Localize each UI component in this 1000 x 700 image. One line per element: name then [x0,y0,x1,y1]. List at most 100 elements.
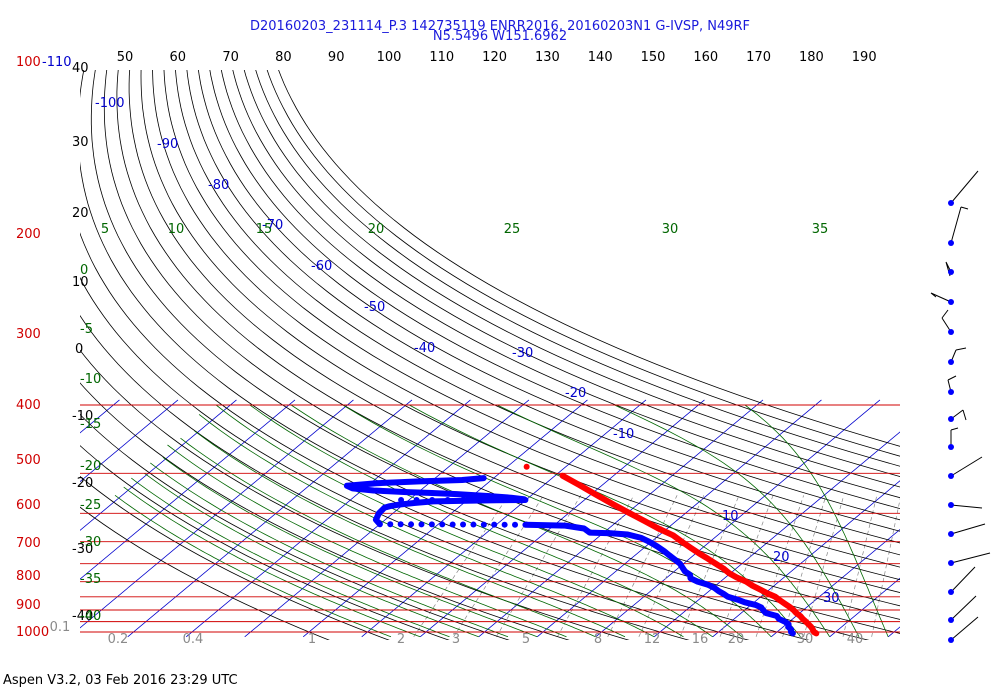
dry-adiabat-line [80,445,450,640]
wind-barb-column [930,170,991,643]
moist-adiabat-line [180,437,596,638]
dewpoint-sparse-point [429,496,436,503]
moist-adiabat-line [614,404,860,637]
wind-barb [950,170,979,204]
wind-barb [950,595,977,621]
moist-adiabat-top-label: 35 [812,222,829,237]
dewpoint-sparse-point [397,521,404,528]
pressure-tick-label: 400 [16,398,41,413]
mixing-ratio-label: 20 [728,632,745,647]
moist-adiabat-line [198,414,655,638]
footer-timestamp: Aspen V3.2, 03 Feb 2016 23:29 UTC [3,673,238,688]
dry-adiabat-line [220,70,900,499]
moist-adiabat-left-label: -15 [80,417,101,432]
mixing-ratio-label: 0.2 [108,632,129,647]
isotherm-label: -20 [565,386,586,401]
mixing-ratio-label: 0.1 [50,620,71,635]
dewpoint-trace [522,521,796,637]
dewpoint-sparse-point [408,521,415,528]
top-axis-tick-label: 140 [588,50,613,65]
dry-adiabat-label: 30 [72,135,89,150]
wind-station-dot [948,637,954,643]
dry-adiabat-line [80,382,570,640]
moist-adiabat-line [497,404,831,638]
dewpoint-sparse-point [439,521,446,528]
top-axis-tick-label: 80 [275,50,292,65]
dry-adiabat-line [80,475,390,640]
isotherm-label: -80 [208,178,229,193]
dewpoint-sparse-point [480,521,487,528]
wind-station-dot [948,240,954,246]
wind-barb [930,292,952,303]
moist-adiabat-top-label: 25 [504,222,521,237]
isotherm-line [712,480,900,638]
dry-adiabat-line [80,349,630,640]
isotherm-label: 30 [823,591,840,606]
mixing-ratio-line [782,495,827,637]
isotherm-label: -40 [414,341,435,356]
moist-adiabat-line [123,486,421,638]
moist-adiabat-left-label: -20 [80,459,101,474]
wind-station-dot [948,299,954,305]
isotherm-line [80,399,354,629]
top-axis-tick-label: 100 [377,50,402,65]
top-axis-tick-label: 160 [693,50,718,65]
moist-adiabat-line [744,404,889,637]
pressure-tick-label: 1000 [16,625,49,640]
chart-title-line-2: N5.5496 W151.6962 [432,29,568,44]
dry-adiabat-label: 0 [75,342,83,357]
top-axis-tick-label: 190 [852,50,877,65]
pressure-tick-label: 300 [16,327,41,342]
dewpoint-sparse-point [449,521,456,528]
moist-adiabat-line [150,462,509,638]
temperature-isolated-point [523,463,530,470]
mixing-ratio-label: 40 [847,632,864,647]
wind-barb [950,616,979,641]
dewpoint-sparse-point [413,496,420,503]
mixing-ratio-label: 12 [644,632,661,647]
isotherm-line [653,431,900,638]
dewpoint-sparse-point [398,496,405,503]
mixing-ratio-line [803,495,845,637]
moist-adiabat-left-label: -10 [80,372,101,387]
plot-area [80,70,1000,640]
dewpoint-trace [343,475,529,528]
mixing-ratio-label: 30 [797,632,814,647]
chart-title-line-1: D20160203_231114_P.3 142735119 ENRR2016,… [250,19,750,34]
top-axis-tick-label: 170 [746,50,771,65]
isotherm-label: -50 [364,300,385,315]
top-axis-tick-label: 90 [328,50,345,65]
mixing-ratio-label: 16 [692,632,709,647]
mixing-ratio-line [607,495,678,637]
dewpoint-sparse-point [491,521,498,528]
dry-adiabat-label: -20 [72,476,93,491]
isotherm-line [947,400,1000,637]
dewpoint-sparse-point [460,496,467,503]
mixing-ratio-label: 8 [594,632,602,647]
dry-adiabat-line [243,70,900,477]
isotherm-line [127,399,413,638]
isotherm-label: -30 [512,346,533,361]
dry-adiabat-line [80,314,690,640]
dry-adiabat-line [152,70,900,568]
wind-station-dot [948,389,954,395]
top-axis-tick-label: 110 [429,50,454,65]
pressure-tick-label: 200 [16,227,41,242]
isotherm-label: -100 [95,96,125,111]
dewpoint-sparse-point [512,521,519,528]
dry-adiabat-line [90,70,900,634]
wind-barb [950,427,959,447]
top-axis-tick-label: 130 [535,50,560,65]
moist-adiabat-left-label: -35 [80,572,101,587]
dewpoint-sparse-point [428,521,435,528]
dry-adiabat-line [163,70,900,556]
wind-station-dot [948,269,954,275]
wind-barb [950,206,969,244]
moist-adiabat-line [215,404,684,638]
wind-station-dot [948,473,954,479]
dry-adiabat-line [266,70,900,457]
dry-adiabat-line [186,70,900,532]
dewpoint-sparse-point [491,496,498,503]
mixing-ratio-line [842,495,878,637]
pressure-tick-label: 900 [16,598,41,613]
